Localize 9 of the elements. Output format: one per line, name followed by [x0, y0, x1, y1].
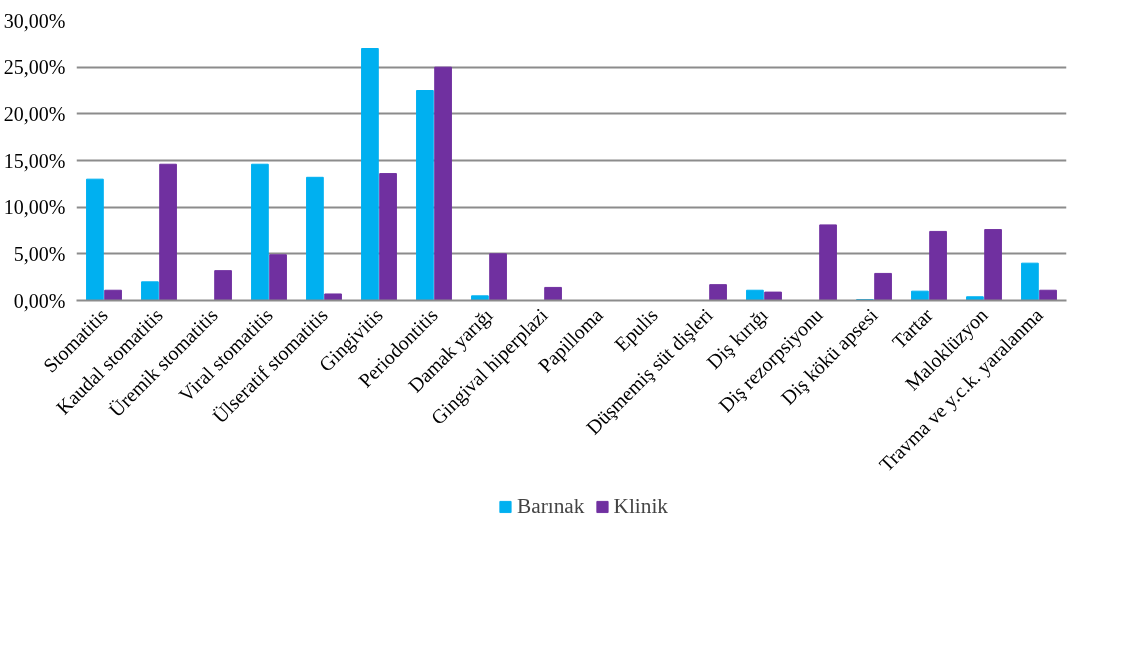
y-tick-label: 5,00%: [13, 242, 66, 265]
y-tick-label: 0,00%: [13, 289, 66, 312]
legend-label: Klinik: [613, 493, 669, 519]
y-tick-label: 15,00%: [3, 149, 66, 172]
y-tick-label: 25,00%: [3, 56, 66, 79]
y-tick-label: 30,00%: [3, 9, 66, 32]
legend-label: Barınak: [516, 493, 585, 519]
y-tick-label: 10,00%: [3, 196, 66, 219]
y-tick-label: 20,00%: [3, 102, 66, 125]
